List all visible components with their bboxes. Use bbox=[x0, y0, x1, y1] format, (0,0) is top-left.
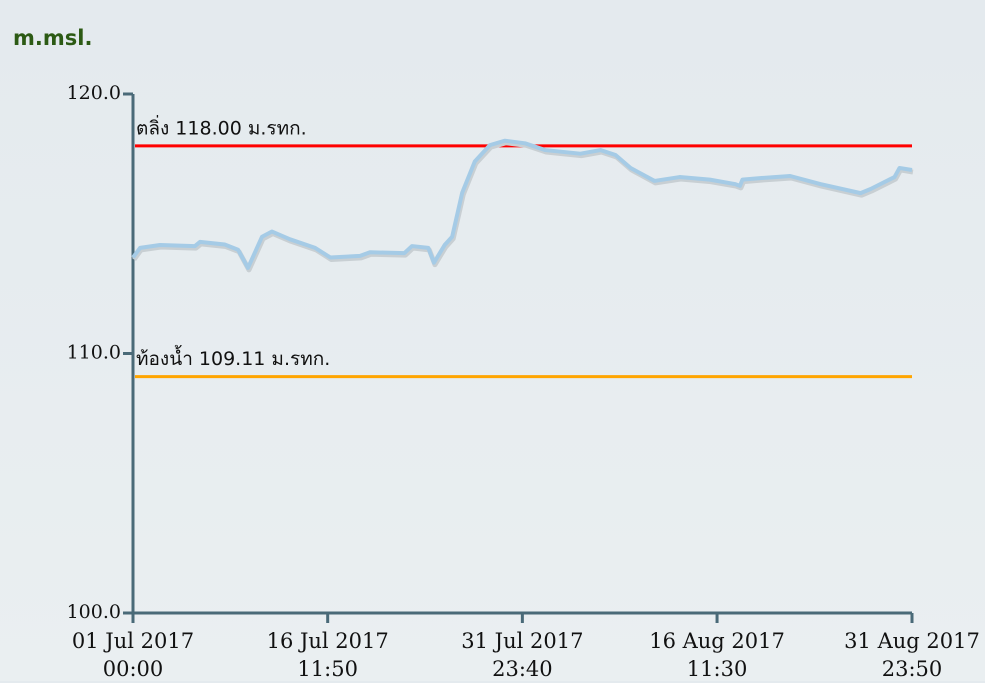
series-shadow bbox=[131, 140, 914, 273]
x-tick-label: 01 Jul 2017 00:00 bbox=[71, 629, 195, 681]
y-axis-label: m.msl. bbox=[13, 26, 93, 50]
reference-label: ตลิ่ง 118.00 ม.รทก. bbox=[136, 114, 307, 139]
reference-label: ท้องน้ำ 109.11 ม.รทก. bbox=[136, 345, 330, 370]
y-tick-label: 110.0 bbox=[67, 342, 121, 364]
y-tick-label: 100.0 bbox=[67, 601, 121, 623]
x-tick-label: 16 Jul 2017 11:50 bbox=[266, 629, 389, 681]
series-line bbox=[131, 138, 913, 270]
x-tick-label: 31 Jul 2017 23:40 bbox=[461, 629, 584, 681]
y-tick-label: 120.0 bbox=[67, 82, 121, 104]
x-tick-label: 16 Aug 2017 11:30 bbox=[649, 629, 785, 681]
x-tick-label: 31 Aug 2017 23:50 bbox=[844, 629, 980, 681]
